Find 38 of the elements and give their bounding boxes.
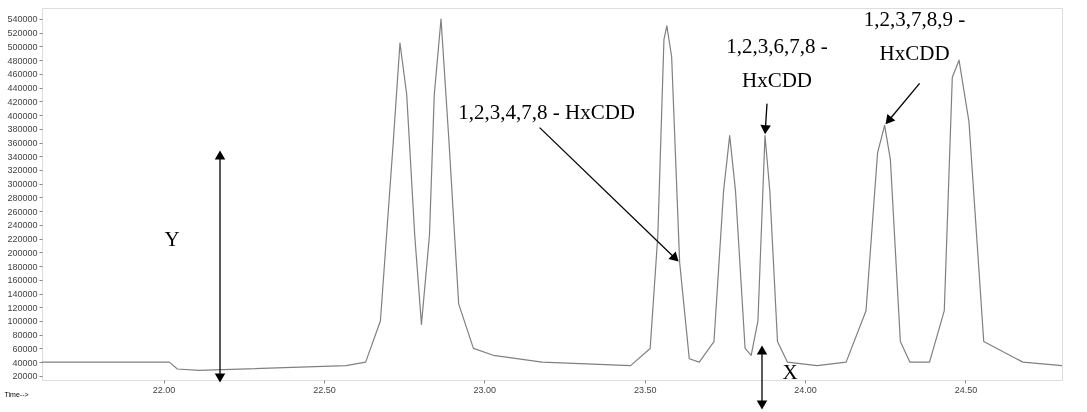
y-tick-label: 380000 [7,124,38,135]
annotation: 1,2,3,6,7,8 - HxCDD [726,33,828,92]
x-tick-label: 24.00 [794,384,817,395]
y-tick-label: 180000 [7,261,38,272]
annotation: 1,2,3,4,7,8 - HxCDD [458,99,636,124]
y-tick-label: 240000 [7,220,38,231]
y-tick-label: 500000 [7,41,38,52]
y-tick-label: 120000 [7,302,38,313]
y-tick-label: 300000 [7,179,38,190]
y-tick-label: 520000 [7,28,38,39]
y-tick-label: 340000 [7,151,38,162]
y-tick-label: 360000 [7,138,38,149]
y-tick-label: 20000 [12,371,38,382]
y-tick-label: 40000 [12,357,38,368]
y-tick-label: 200000 [7,247,38,258]
y-tick-label: 420000 [7,96,38,107]
x-tick-label: 23.50 [633,384,657,395]
y-tick-label: 160000 [7,275,38,286]
y-tick-label: 440000 [7,83,38,94]
y-tick-label: 480000 [7,55,38,66]
y-tick-label: 260000 [7,206,38,217]
annotation: X [782,360,798,384]
y-tick-label: 320000 [7,165,38,176]
y-tick-label: 400000 [7,110,38,121]
y-tick-label: 540000 [7,14,38,25]
x-tick-label: 23.00 [473,384,497,395]
y-tick-label: 100000 [7,316,38,327]
y-tick-label: 60000 [12,343,38,354]
annotation: 1,2,3,7,8,9 - HxCDD [863,7,966,66]
y-tick-label: 140000 [7,289,38,300]
annotation: Y [164,227,180,251]
x-tick-label: 22.50 [313,384,336,395]
y-tick-label: 280000 [7,192,38,203]
x-tick-label: 22.00 [152,384,176,395]
y-tick-label: 80000 [12,330,38,341]
y-tick-label: 460000 [7,69,38,80]
x-tick-label: 24.50 [954,384,978,395]
y-tick-label: 220000 [7,234,38,245]
